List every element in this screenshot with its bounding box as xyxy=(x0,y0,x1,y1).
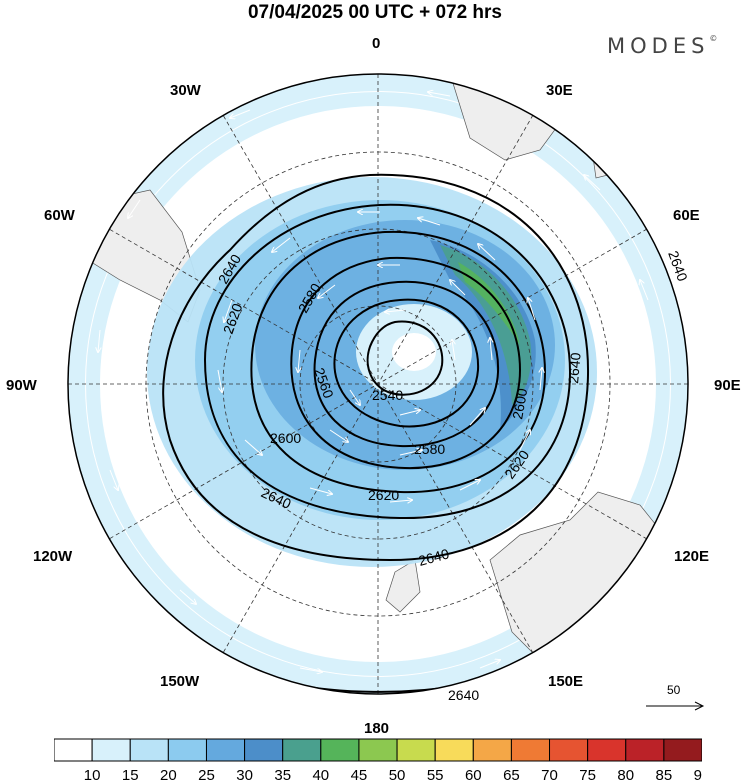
contour-2560 xyxy=(333,298,480,428)
colorbar-label: 70 xyxy=(541,767,558,782)
contour-2620 xyxy=(203,203,572,520)
colorbar: 10 15 20 25 30 35 40 45 50 55 60 65 70 75 80 85 90 xyxy=(54,738,702,782)
wind-shade-40 xyxy=(440,245,532,405)
lon-label-180: 180 xyxy=(364,720,389,737)
brand-logo: MODES© xyxy=(607,34,717,58)
lon-label-30e: 30E xyxy=(546,82,573,99)
colorbar-label: 85 xyxy=(656,767,673,782)
contour-label: 2580 xyxy=(414,441,445,457)
contour-2580 xyxy=(290,256,522,470)
colorbar-box xyxy=(320,738,360,762)
colorbar-label: 75 xyxy=(579,767,596,782)
reference-vector-arrowhead xyxy=(694,701,705,711)
lon-label-120e: 120E xyxy=(674,548,709,565)
colorbar-label: 35 xyxy=(274,767,291,782)
wind-shade-35 xyxy=(430,240,536,430)
colorbar-box xyxy=(434,738,474,762)
lon-label-150w: 150W xyxy=(160,673,200,690)
colorbar-box xyxy=(282,738,322,762)
contour-label: 2640 xyxy=(448,687,479,703)
colorbar-label: 55 xyxy=(427,767,444,782)
colorbar-label: 40 xyxy=(312,767,329,782)
colorbar-box xyxy=(663,738,702,762)
contour-label: 2640 xyxy=(417,545,451,569)
colorbar-label: 60 xyxy=(465,767,482,782)
colorbar-label: 20 xyxy=(160,767,177,782)
copyright-mark: © xyxy=(709,34,718,43)
contour-labels: 2540 2560 2580 2580 2600 2600 2620 2620 … xyxy=(215,249,691,703)
colorbar-label: 65 xyxy=(503,767,520,782)
colorbar-box xyxy=(129,738,169,762)
contour-2540 xyxy=(366,320,444,396)
colorbar-labels: 10 15 20 25 30 35 40 45 50 55 60 65 70 75 80 85 90 xyxy=(84,767,702,782)
colorbar-box xyxy=(244,738,284,762)
contour-2600 xyxy=(250,230,547,494)
colorbar-box xyxy=(587,738,627,762)
contour-label: 2540 xyxy=(372,387,403,403)
colorbar-box xyxy=(549,738,589,762)
lon-label-60w: 60W xyxy=(44,207,76,224)
colorbar-box xyxy=(54,738,93,762)
contour-label: 2640 xyxy=(565,352,584,385)
lon-label-60e: 60E xyxy=(673,207,700,224)
colorbar-label: 90 xyxy=(694,767,702,782)
brand-text: MODES xyxy=(607,34,710,58)
graticule xyxy=(68,74,688,694)
colorbar-label: 25 xyxy=(198,767,215,782)
colorbar-box xyxy=(91,738,131,762)
colorbar-box xyxy=(396,738,436,762)
colorbar-box xyxy=(472,738,512,762)
colorbar-boxes xyxy=(54,738,702,762)
colorbar-label: 15 xyxy=(122,767,139,782)
contour-label: 2600 xyxy=(509,387,530,421)
land-madagascar xyxy=(591,144,613,179)
colorbar-label: 50 xyxy=(389,767,406,782)
low-center-core xyxy=(392,333,436,371)
longitude-labels: 0 30E 60E 90E 120E 150E 180 150W 120W 90… xyxy=(6,35,741,737)
map-border xyxy=(67,73,689,695)
wind-vectors xyxy=(98,92,649,672)
colorbar-box xyxy=(167,738,207,762)
polar-map: 2540 2560 2580 2580 2600 2600 2620 2620 … xyxy=(6,35,741,737)
colorbar-box xyxy=(358,738,398,762)
contour-label: 2620 xyxy=(368,487,399,503)
contour-label: 2600 xyxy=(270,430,301,446)
colorbar-box xyxy=(205,738,246,762)
colorbar-label: 10 xyxy=(84,767,101,782)
colorbar-box xyxy=(625,738,665,762)
colorbar-label: 30 xyxy=(236,767,253,782)
lon-label-90e: 90E xyxy=(714,377,741,394)
lon-label-120w: 120W xyxy=(33,548,73,565)
lon-label-0: 0 xyxy=(372,35,380,52)
lon-label-30w: 30W xyxy=(170,82,202,99)
lon-label-150e: 150E xyxy=(548,673,583,690)
colorbar-label: 45 xyxy=(351,767,368,782)
wind-shade-45 xyxy=(458,262,520,345)
contour-2640 xyxy=(162,173,590,562)
contour-2580-inner xyxy=(313,280,500,448)
map-title: 07/04/2025 00 UTC + 072 hrs xyxy=(247,2,503,23)
reference-vector: 50 xyxy=(646,683,705,711)
lon-label-90w: 90W xyxy=(6,377,38,394)
colorbar-label: 80 xyxy=(617,767,634,782)
colorbar-box xyxy=(510,738,551,762)
reference-vector-label: 50 xyxy=(667,683,681,697)
